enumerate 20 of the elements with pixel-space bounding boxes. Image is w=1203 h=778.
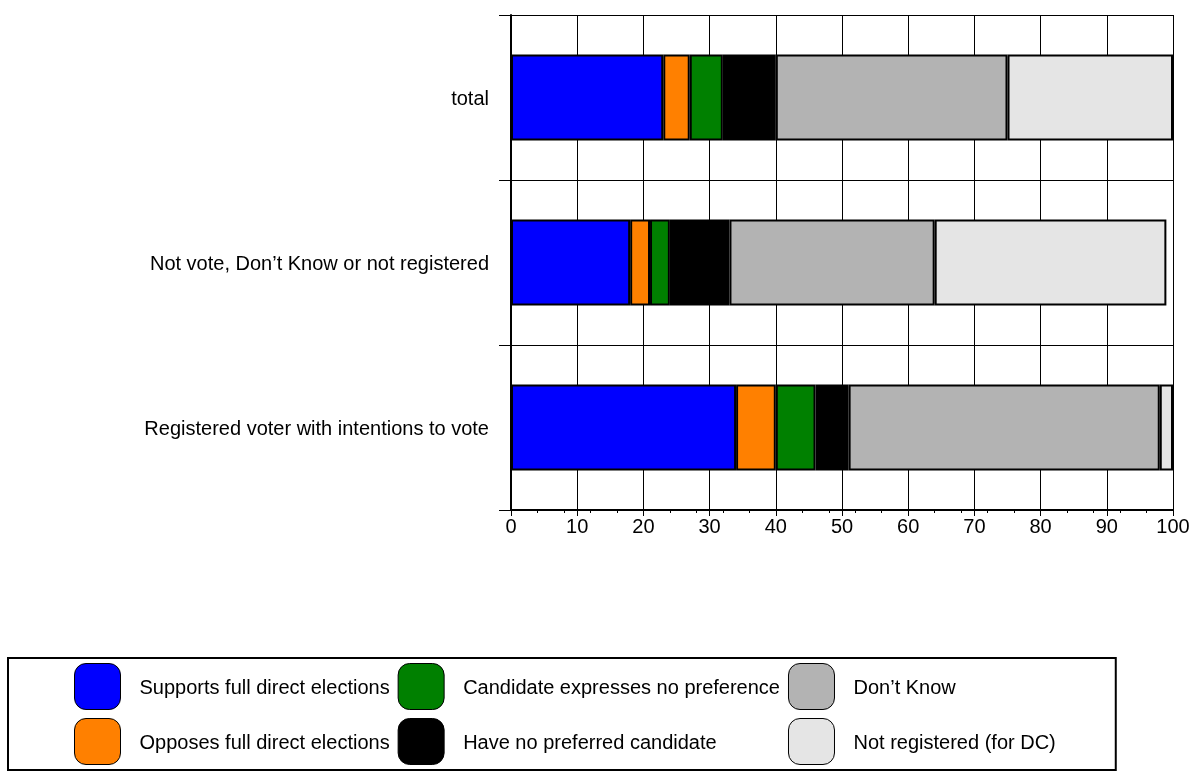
x-tick-label: 0	[505, 515, 517, 537]
y-tick-label: Not vote, Don’t Know or not registered	[149, 251, 489, 274]
legend-label: Candidate expresses no preference	[463, 675, 780, 698]
x-tick-label: 100	[1156, 515, 1190, 537]
legend-label: Opposes full direct elections	[139, 730, 390, 753]
legend-label: Supports full direct elections	[139, 675, 390, 698]
x-tick-label: 30	[698, 515, 721, 537]
legend-label: Have no preferred candidate	[463, 730, 717, 753]
legend-label: Not registered (for DC)	[853, 730, 1056, 753]
x-tick-label: 40	[764, 515, 787, 537]
x-tick-label: 80	[1029, 515, 1052, 537]
legend-label: Don’t Know	[853, 675, 957, 698]
x-tick-label: 60	[897, 515, 920, 537]
x-tick-label: 20	[632, 515, 655, 537]
x-tick-label: 10	[566, 515, 589, 537]
y-tick-label: Registered voter with intentions to vote	[144, 416, 489, 439]
y-tick-label: total	[451, 86, 489, 109]
x-tick-label: 70	[963, 515, 986, 537]
x-tick-label: 90	[1095, 515, 1118, 537]
x-tick-label: 50	[830, 515, 854, 537]
